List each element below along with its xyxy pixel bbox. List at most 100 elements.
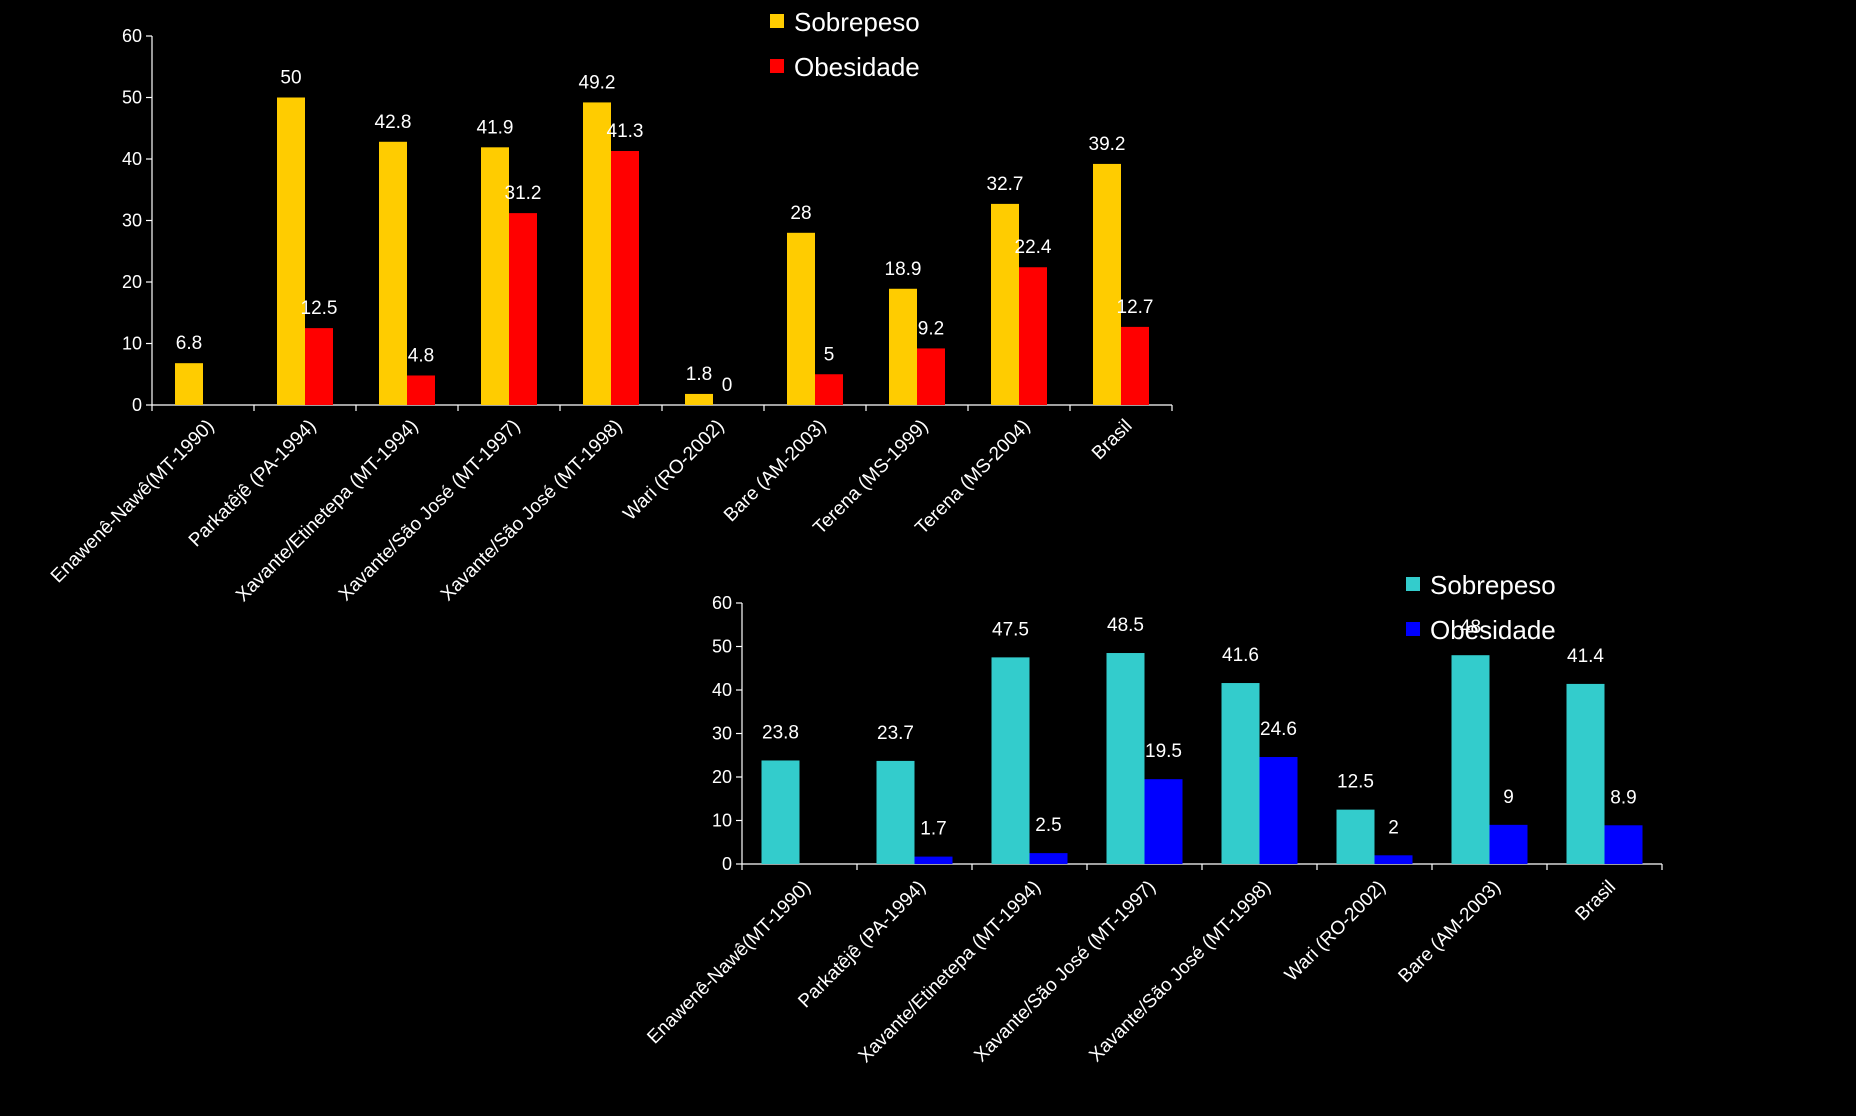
bar-sobrepeso-0 (761, 760, 800, 864)
data-label-sobrepeso-7: 18.9 (885, 259, 922, 280)
category-label: Bare (AM-2003) (1395, 877, 1505, 987)
bar-sobrepeso-5 (1336, 809, 1375, 864)
category-label: Xavante/Etinetepa (MT-1994) (855, 877, 1045, 1067)
bar-sobrepeso-5 (685, 393, 713, 405)
bar-obesidade-5 (1374, 855, 1413, 864)
data-label-sobrepeso-0: 23.8 (762, 722, 799, 743)
bar-sobrepeso-9 (1093, 163, 1121, 405)
category-label: Xavante/São José (MT-1998) (1085, 877, 1275, 1067)
data-label-sobrepeso-6: 28 (790, 203, 811, 224)
bar-sobrepeso-2 (379, 141, 407, 405)
data-label-obesidade-7: 9.2 (918, 318, 944, 339)
y-tick-label: 0 (132, 395, 142, 415)
bar-obesidade-4 (1259, 756, 1298, 864)
legend-label-obesidade: Obesidade (794, 52, 920, 82)
bar-obesidade-8 (1019, 267, 1047, 405)
category-label: Xavante/São José (MT-1998) (437, 416, 627, 606)
category-label: Enawenê-Nawê(MT-1990) (643, 877, 815, 1049)
data-label-obesidade-8: 22.4 (1015, 237, 1052, 258)
bar-obesidade-3 (1144, 779, 1183, 864)
y-tick-label: 10 (712, 811, 732, 831)
bar-chart-1: 01020304050606.8Enawenê-Nawê(MT-1990)501… (47, 7, 1173, 606)
bar-obesidade-9 (1121, 326, 1149, 405)
bar-obesidade-6 (815, 374, 843, 405)
legend-swatch-sobrepeso (1406, 577, 1420, 591)
y-tick-label: 60 (122, 26, 142, 46)
data-label-sobrepeso-3: 41.9 (477, 117, 514, 138)
category-label: Xavante/Etinetepa (MT-1994) (232, 416, 422, 606)
y-tick-label: 30 (122, 211, 142, 231)
bar-sobrepeso-7 (1566, 683, 1605, 864)
bar-sobrepeso-8 (991, 203, 1019, 405)
y-tick-label: 10 (122, 334, 142, 354)
bar-obesidade-4 (611, 151, 639, 405)
data-label-obesidade-4: 24.6 (1260, 719, 1297, 740)
bar-sobrepeso-1 (876, 760, 915, 864)
bar-obesidade-3 (509, 213, 537, 405)
legend-label-sobrepeso: Sobrepeso (1430, 570, 1556, 600)
category-label: Bare (AM-2003) (720, 416, 830, 526)
category-label: Brasil (1088, 416, 1136, 464)
legend-swatch-obesidade (1406, 622, 1420, 636)
data-label-obesidade-4: 41.3 (607, 121, 644, 142)
bar-sobrepeso-0 (175, 363, 203, 405)
legend-swatch-obesidade (770, 59, 784, 73)
data-label-obesidade-6: 9 (1503, 787, 1514, 808)
data-label-sobrepeso-4: 49.2 (579, 72, 616, 93)
bar-obesidade-1 (914, 856, 953, 864)
data-label-obesidade-7: 8.9 (1610, 787, 1636, 808)
data-label-obesidade-1: 12.5 (301, 298, 338, 319)
bar-sobrepeso-4 (1221, 683, 1260, 864)
bar-obesidade-6 (1489, 824, 1528, 864)
y-tick-label: 30 (712, 724, 732, 744)
bar-obesidade-1 (305, 328, 333, 405)
bar-sobrepeso-6 (787, 232, 815, 405)
y-tick-label: 20 (122, 272, 142, 292)
category-label: Terena (MS-2004) (911, 416, 1034, 539)
data-label-obesidade-6: 5 (824, 344, 835, 365)
data-label-obesidade-5: 0 (722, 375, 733, 396)
data-label-sobrepeso-9: 39.2 (1089, 134, 1126, 155)
y-tick-label: 50 (712, 637, 732, 657)
bar-chart-2: 0 10 20 30 40 50 60 23.8 Enawenê-Nawê(MT-1990) 23… (643, 570, 1663, 1067)
data-label-sobrepeso-7: 41.4 (1567, 646, 1604, 667)
y-tick-label: 50 (122, 88, 142, 108)
legend-label-sobrepeso: Sobrepeso (794, 7, 920, 37)
y-tick-label: 40 (712, 680, 732, 700)
bar-sobrepeso-3 (1106, 653, 1145, 864)
bar-sobrepeso-1 (277, 97, 305, 405)
data-label-obesidade-2: 4.8 (408, 345, 434, 366)
legend-swatch-sobrepeso (770, 14, 784, 28)
bar-obesidade-2 (1029, 853, 1068, 864)
legend: Sobrepeso Obesidade (1406, 570, 1556, 645)
bar-sobrepeso-3 (481, 147, 509, 405)
data-label-sobrepeso-3: 48.5 (1107, 615, 1144, 636)
data-label-sobrepeso-1: 50 (280, 68, 301, 89)
data-label-sobrepeso-5: 1.8 (686, 364, 712, 385)
data-label-obesidade-1: 1.7 (920, 819, 946, 840)
data-label-sobrepeso-4: 41.6 (1222, 645, 1259, 666)
bar-obesidade-7 (917, 348, 945, 405)
data-label-sobrepeso-2: 47.5 (992, 619, 1029, 640)
data-label-sobrepeso-5: 12.5 (1337, 772, 1374, 793)
category-label: Xavante/São José (MT-1997) (970, 877, 1160, 1067)
y-tick-label: 20 (712, 767, 732, 787)
bar-sobrepeso-7 (889, 288, 917, 405)
y-tick-label: 60 (712, 593, 732, 613)
data-label-sobrepeso-6: 48 (1460, 617, 1481, 638)
data-label-sobrepeso-2: 42.8 (375, 112, 412, 133)
bar-sobrepeso-6 (1451, 655, 1490, 864)
bar-sobrepeso-2 (991, 657, 1030, 864)
data-label-obesidade-3: 19.5 (1145, 741, 1182, 762)
data-label-obesidade-5: 2 (1388, 817, 1399, 838)
data-label-sobrepeso-1: 23.7 (877, 723, 914, 744)
data-label-sobrepeso-0: 6.8 (176, 333, 202, 354)
data-label-sobrepeso-8: 32.7 (987, 174, 1024, 195)
data-label-obesidade-3: 31.2 (505, 183, 542, 204)
category-label: Wari (RO-2002) (619, 416, 728, 525)
bar-obesidade-7 (1604, 825, 1643, 864)
category-label: Parkatêjê (PA-1994) (794, 877, 930, 1013)
category-label: Brasil (1572, 877, 1620, 925)
category-label: Xavante/São José (MT-1997) (335, 416, 525, 606)
